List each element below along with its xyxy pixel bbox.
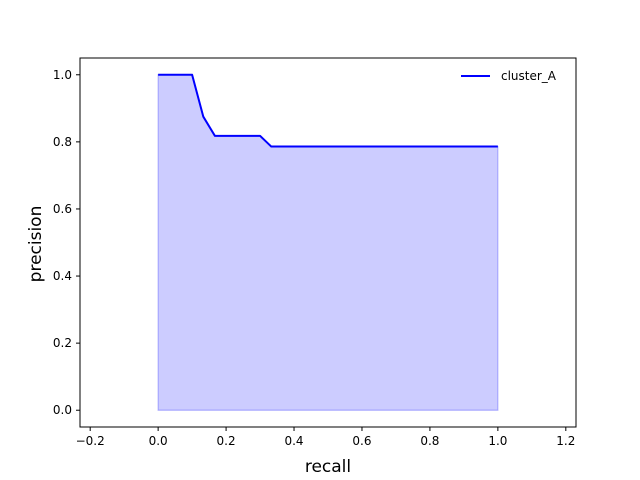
plot-frame (79, 57, 577, 428)
series-line-cluster_A (158, 73, 498, 148)
y-tick-label: 0.2 (53, 336, 72, 350)
x-tick-label: −0.2 (76, 434, 105, 448)
legend-label: cluster_A (501, 69, 557, 83)
axes: −0.2 0.0 0.2 0.4 0.6 0.8 1.0 1.2 0.0 0.2 0.4 0.6 0.8… (53, 57, 577, 448)
x-tick-label: 0.2 (217, 434, 236, 448)
y-axis-label: precision (26, 206, 46, 283)
y-tick-label: 0.6 (53, 202, 72, 216)
x-tick-label: 0.4 (284, 434, 303, 448)
x-tick-label: 0.8 (420, 434, 439, 448)
plot-area (157, 73, 499, 411)
x-tick-label: 0.0 (149, 434, 168, 448)
y-tick-label: 1.0 (53, 68, 72, 82)
y-tick-label: 0.8 (53, 135, 72, 149)
legend: cluster_A (461, 69, 557, 83)
x-axis-label: recall (305, 457, 351, 477)
x-tick-label: 1.2 (556, 434, 575, 448)
x-tick-label: 1.0 (488, 434, 507, 448)
y-tick-label: 0.4 (53, 269, 72, 283)
x-tick-label: 0.6 (352, 434, 371, 448)
y-tick-label: 0.0 (53, 403, 72, 417)
